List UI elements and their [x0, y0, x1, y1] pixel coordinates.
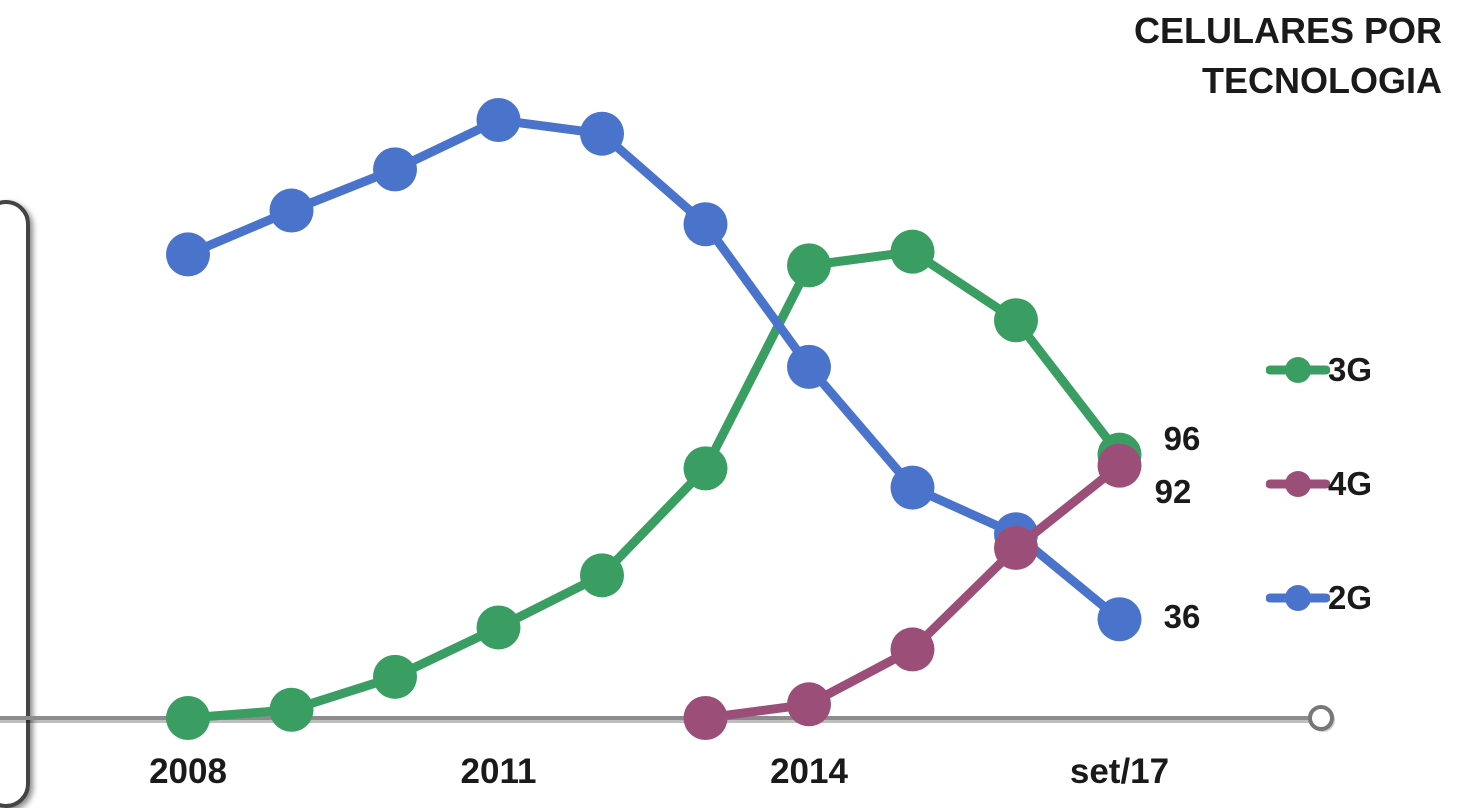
point-2g-2008 — [166, 232, 210, 277]
point-3g-2012 — [580, 553, 624, 598]
point-4g-2014 — [787, 682, 831, 727]
series-line-3g — [183, 247, 1124, 723]
legend-swatch-3g — [1266, 357, 1330, 383]
legend-label-4g: 4G — [1328, 465, 1373, 502]
point-3g-2010 — [373, 654, 417, 699]
title-line-1: CELULARES POR — [1133, 10, 1442, 51]
point-2g-2015 — [890, 465, 935, 510]
point-3g-2008 — [166, 696, 210, 740]
point-2g-set-17 — [1097, 597, 1142, 642]
point-3g-2015 — [890, 229, 935, 274]
x-tick-label-2011: 2011 — [461, 752, 537, 791]
point-2g-2013 — [683, 202, 728, 247]
chart-title: CELULARES POR TECNOLOGIA — [1134, 6, 1442, 106]
end-label-3g: 96 — [1164, 420, 1201, 457]
point-3g-2013 — [683, 446, 728, 491]
x-tick-label-set-17: set/17 — [1070, 752, 1169, 791]
point-4g-2016 — [994, 525, 1038, 570]
point-2g-2010 — [373, 147, 417, 192]
legend-label-3g: 3G — [1328, 351, 1373, 388]
end-label-2g: 36 — [1164, 598, 1201, 635]
legend-item-3g: 3G — [1266, 350, 1446, 390]
series-line-2g — [183, 115, 1124, 624]
point-3g-2011 — [476, 605, 521, 650]
title-line-2: TECNOLOGIA — [1202, 60, 1442, 101]
point-3g-2009 — [269, 687, 314, 732]
point-2g-2012 — [580, 111, 624, 156]
point-3g-2016 — [994, 298, 1038, 343]
end-label-4g: 92 — [1155, 473, 1192, 510]
legend-label-2g: 2G — [1328, 579, 1373, 616]
point-3g-2014 — [787, 243, 831, 288]
point-4g-set-17 — [1097, 443, 1142, 488]
legend-item-2g: 2G — [1266, 578, 1446, 618]
point-4g-2015 — [890, 627, 935, 672]
point-4g-2013 — [683, 696, 728, 740]
legend-swatch-4g — [1266, 471, 1330, 497]
x-tick-label-2014: 2014 — [770, 752, 848, 791]
point-2g-2011 — [476, 98, 521, 142]
x-tick-label-2008: 2008 — [149, 752, 227, 791]
legend-item-4g: 4G — [1266, 464, 1446, 504]
legend: 3G 4G 2G — [1266, 350, 1446, 692]
legend-swatch-2g — [1266, 585, 1330, 611]
axis-end-circle — [1308, 705, 1334, 731]
point-2g-2014 — [787, 344, 831, 389]
point-2g-2009 — [269, 188, 314, 233]
